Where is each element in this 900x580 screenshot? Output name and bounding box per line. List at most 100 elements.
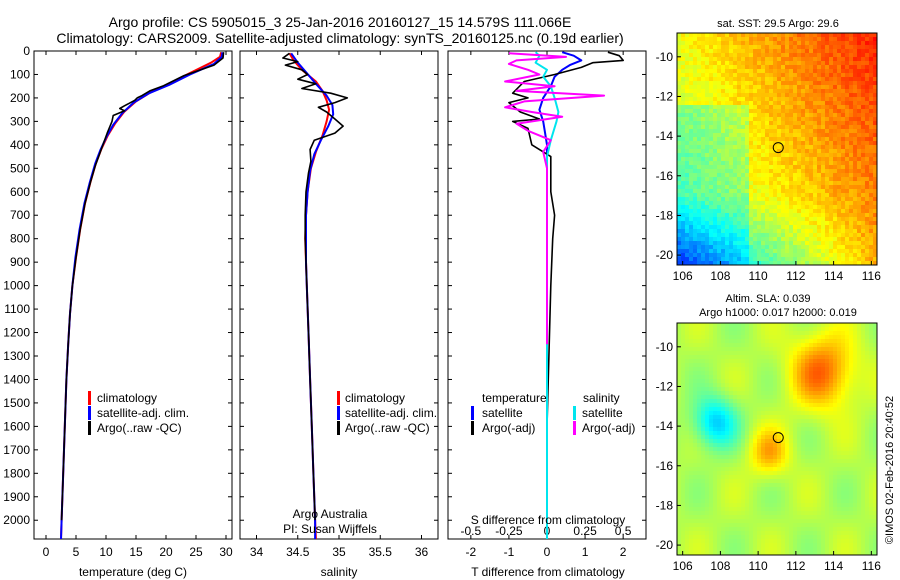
map-cell: [693, 379, 698, 384]
map-cell: [825, 81, 830, 86]
map-cell: [677, 33, 682, 38]
map-cell: [765, 57, 770, 62]
map-cell: [773, 33, 778, 38]
map-cell: [825, 427, 830, 432]
map-cell: [813, 193, 818, 198]
map-cell: [825, 379, 830, 384]
map-cell: [717, 89, 722, 94]
map-cell: [845, 165, 850, 170]
map-cell: [701, 213, 706, 218]
map-cell: [701, 217, 706, 222]
map-cell: [793, 33, 798, 38]
map-cell: [753, 117, 758, 122]
map-cell: [765, 403, 770, 408]
map-cell: [817, 97, 822, 102]
map-cell: [757, 253, 762, 258]
map-cell: [873, 379, 878, 384]
map-cell: [729, 117, 734, 122]
map-cell: [741, 165, 746, 170]
map-cell: [693, 173, 698, 178]
map-cell: [809, 145, 814, 150]
map-cell: [685, 427, 690, 432]
map-cell: [853, 253, 858, 258]
map-cell: [721, 69, 726, 74]
map-cell: [753, 459, 758, 464]
map-cell: [789, 105, 794, 110]
map-cell: [733, 133, 738, 138]
map-cell: [725, 435, 730, 440]
map-cell: [829, 69, 834, 74]
map-cell: [841, 221, 846, 226]
map-cell: [849, 245, 854, 250]
map-cell: [865, 49, 870, 54]
map-cell: [745, 73, 750, 78]
map-cell: [681, 411, 686, 416]
map-cell: [689, 193, 694, 198]
map-cell: [753, 49, 758, 54]
map-cell: [745, 225, 750, 230]
map-cell: [769, 141, 774, 146]
map-cell: [693, 339, 698, 344]
map-cell: [793, 57, 798, 62]
map-cell: [745, 89, 750, 94]
map-cell: [749, 459, 754, 464]
map-cell: [761, 423, 766, 428]
map-cell: [705, 165, 710, 170]
map-cell: [685, 129, 690, 134]
map-cell: [821, 339, 826, 344]
map-cell: [773, 355, 778, 360]
map-cell: [729, 261, 734, 266]
map-cell: [821, 189, 826, 194]
map-cell: [709, 109, 714, 114]
map-cell: [857, 257, 862, 262]
sst-map-title: sat. SST: 29.5 Argo: 29.6: [717, 18, 839, 30]
map-cell: [817, 193, 822, 198]
map-cell: [681, 395, 686, 400]
map-cell: [793, 125, 798, 130]
map-cell: [733, 57, 738, 62]
map-cell: [697, 221, 702, 226]
map-cell: [845, 41, 850, 46]
map-cell: [717, 149, 722, 154]
map-cell: [717, 121, 722, 126]
map-cell: [677, 335, 682, 340]
map-cell: [837, 113, 842, 118]
map-cell: [773, 447, 778, 452]
map-cell: [781, 41, 786, 46]
map-cell: [853, 261, 858, 266]
map-cell: [825, 37, 830, 42]
map-cell: [769, 101, 774, 106]
map-cell: [841, 173, 846, 178]
map-cell: [793, 205, 798, 210]
map-cell: [873, 169, 878, 174]
map-cell: [721, 391, 726, 396]
legend-swatch-satellite: [337, 406, 340, 420]
map-cell: [729, 367, 734, 372]
map-cell: [725, 229, 730, 234]
map-cell: [713, 213, 718, 218]
map-cell: [853, 419, 858, 424]
map-cell: [745, 157, 750, 162]
map-cell: [793, 367, 798, 372]
map-cell: [749, 233, 754, 238]
map-cell: [793, 149, 798, 154]
map-cell: [797, 359, 802, 364]
map-cell: [805, 419, 810, 424]
map-cell: [821, 141, 826, 146]
map-cell: [861, 189, 866, 194]
map-cell: [829, 387, 834, 392]
map-cell: [797, 93, 802, 98]
map-cell: [793, 229, 798, 234]
map-cell: [709, 351, 714, 356]
map-cell: [869, 245, 874, 250]
map-cell: [797, 105, 802, 110]
map-cell: [721, 197, 726, 202]
map-cell: [769, 133, 774, 138]
map-cell: [741, 157, 746, 162]
map-cell: [829, 205, 834, 210]
map-cell: [785, 117, 790, 122]
map-cell: [841, 347, 846, 352]
map-cell: [749, 81, 754, 86]
map-cell: [709, 53, 714, 58]
map-cell: [773, 101, 778, 106]
